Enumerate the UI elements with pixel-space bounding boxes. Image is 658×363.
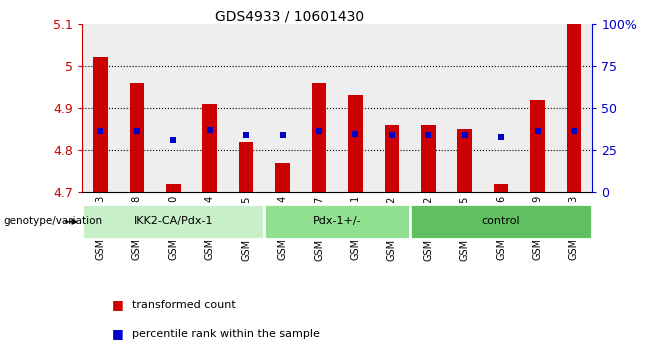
Bar [239,142,253,192]
Text: percentile rank within the sample: percentile rank within the sample [132,329,320,339]
Bar [494,184,509,192]
Bar [567,24,581,192]
Bar [374,24,410,192]
Bar [82,24,118,192]
Bar [421,125,436,192]
Bar [410,24,447,192]
Text: transformed count: transformed count [132,300,236,310]
Bar [447,24,483,192]
Bar [265,204,410,240]
Bar [312,83,326,192]
Bar [556,24,592,192]
Bar [519,24,556,192]
Text: genotype/variation: genotype/variation [3,216,103,226]
Bar [275,163,290,192]
Bar [130,83,144,192]
Bar [166,184,180,192]
Bar [203,104,217,192]
Bar [384,125,399,192]
Text: GDS4933 / 10601430: GDS4933 / 10601430 [215,9,364,23]
Bar [410,204,592,240]
Bar [82,204,265,240]
Bar [93,57,108,192]
Bar [457,129,472,192]
Text: Pdx-1+/-: Pdx-1+/- [313,216,361,226]
Bar [301,24,338,192]
Text: IKK2-CA/Pdx-1: IKK2-CA/Pdx-1 [134,216,213,226]
Text: ■: ■ [112,298,124,311]
Text: control: control [482,216,520,226]
Bar [348,95,363,192]
Bar [338,24,374,192]
Text: ■: ■ [112,327,124,340]
Bar [228,24,265,192]
Bar [265,24,301,192]
Bar [118,24,155,192]
Bar [191,24,228,192]
Bar [155,24,191,192]
Bar [530,99,545,192]
Bar [483,24,519,192]
